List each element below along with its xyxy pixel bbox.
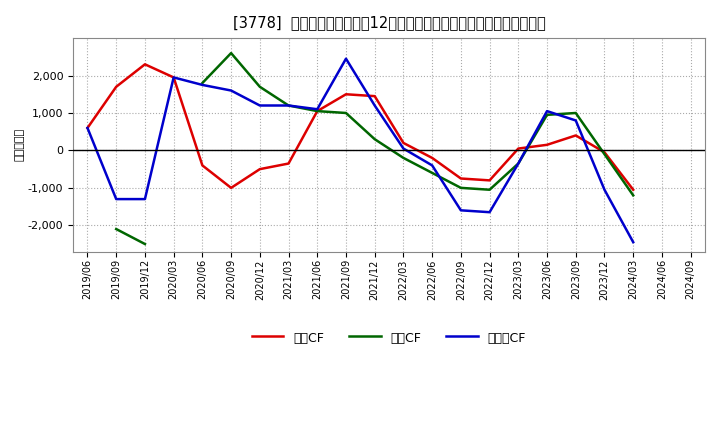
Line: フリーCF: フリーCF — [88, 59, 633, 242]
Y-axis label: （百万円）: （百万円） — [15, 128, 25, 161]
営業CF — [227, 185, 235, 191]
フリーCF — [256, 103, 264, 108]
営業CF — [370, 94, 379, 99]
フリーCF — [456, 208, 465, 213]
営業CF — [256, 166, 264, 172]
営業CF — [284, 161, 293, 166]
営業CF — [84, 125, 92, 131]
フリーCF — [572, 118, 580, 123]
Legend: 営業CF, 投資CF, フリーCF: 営業CF, 投資CF, フリーCF — [247, 326, 531, 350]
投資CF — [112, 227, 120, 232]
営業CF — [485, 178, 494, 183]
フリーCF — [313, 106, 322, 112]
営業CF — [198, 163, 207, 168]
営業CF — [399, 140, 408, 146]
営業CF — [112, 84, 120, 89]
フリーCF — [198, 82, 207, 88]
営業CF — [600, 150, 609, 155]
営業CF — [514, 146, 523, 151]
営業CF — [572, 133, 580, 138]
営業CF — [629, 187, 637, 192]
フリーCF — [112, 196, 120, 202]
フリーCF — [342, 56, 351, 61]
フリーCF — [428, 163, 436, 168]
フリーCF — [227, 88, 235, 93]
フリーCF — [284, 103, 293, 108]
営業CF — [342, 92, 351, 97]
フリーCF — [543, 109, 552, 114]
フリーCF — [514, 161, 523, 166]
営業CF — [140, 62, 149, 67]
フリーCF — [84, 125, 92, 131]
フリーCF — [485, 209, 494, 215]
Title: [3778]  キャッシュフローの12か月移動合計の対前年同期増減額の推移: [3778] キャッシュフローの12か月移動合計の対前年同期増減額の推移 — [233, 15, 546, 30]
フリーCF — [600, 187, 609, 192]
Line: 営業CF: 営業CF — [88, 64, 633, 190]
Line: 投資CF: 投資CF — [116, 229, 145, 244]
投資CF — [140, 242, 149, 247]
フリーCF — [169, 75, 178, 80]
営業CF — [313, 109, 322, 114]
営業CF — [543, 142, 552, 147]
フリーCF — [629, 239, 637, 245]
フリーCF — [370, 103, 379, 108]
営業CF — [169, 75, 178, 80]
フリーCF — [399, 146, 408, 151]
営業CF — [428, 155, 436, 161]
フリーCF — [140, 196, 149, 202]
営業CF — [456, 176, 465, 181]
